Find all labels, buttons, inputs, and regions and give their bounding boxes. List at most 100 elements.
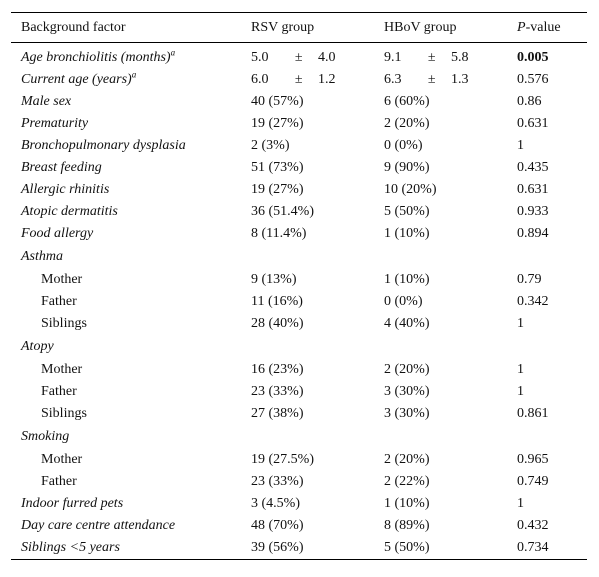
rsv-cell: 39 (56%) (251, 540, 304, 555)
rsv-cell: 16 (23%) (251, 362, 304, 377)
hbov-cell: 5 (50%) (384, 204, 430, 219)
hbov-mean: 6.3 (384, 72, 402, 87)
row-label: Siblings (41, 406, 87, 421)
plus-minus-sign: ± (427, 72, 436, 87)
rsv-cell: 11 (16%) (251, 294, 303, 309)
table-row: Siblings <5 years 39 (56%) 5 (50%) 0.734 (11, 537, 587, 560)
row-label: Breast feeding (21, 160, 102, 175)
hbov-cell: 8 (89%) (384, 518, 430, 533)
rsv-cell: 23 (33%) (251, 474, 304, 489)
section-label: Atopy (21, 339, 54, 354)
table-row: Mother 9 (13%) 1 (10%) 0.79 (11, 269, 587, 291)
hbov-cell: 5 (50%) (384, 540, 430, 555)
hbov-cell: 10 (20%) (384, 182, 437, 197)
table-row: Mother 16 (23%) 2 (20%) 1 (11, 359, 587, 381)
rsv-cell: 19 (27%) (251, 116, 304, 131)
section-row: Smoking (11, 425, 587, 449)
p-value-cell: 0.576 (517, 72, 549, 87)
table-row: Allergic rhinitis 19 (27%) 10 (20%) 0.63… (11, 179, 587, 201)
hbov-cell: 9 (90%) (384, 160, 430, 175)
p-value-cell: 0.631 (517, 116, 549, 131)
hbov-cell: 0 (0%) (384, 138, 423, 153)
section-label: Asthma (21, 249, 63, 264)
rsv-cell: 23 (33%) (251, 384, 304, 399)
rsv-cell: 40 (57%) (251, 94, 304, 109)
row-label: Allergic rhinitis (21, 182, 110, 197)
p-value-cell: 0.432 (517, 518, 549, 533)
p-value-cell: 0.79 (517, 272, 542, 287)
hbov-cell: 0 (0%) (384, 294, 423, 309)
p-value-cell: 0.749 (517, 474, 549, 489)
p-value-cell: 0.631 (517, 182, 549, 197)
row-label: Day care centre attendance (21, 518, 176, 533)
row-label-text: Age bronchiolitis (months) (21, 50, 171, 65)
row-label: Father (41, 474, 77, 489)
table-header: Background factor RSV group HBoV group P… (11, 12, 587, 43)
table-row: Indoor furred pets 3 (4.5%) 1 (10%) 1 (11, 493, 587, 515)
header-hbov-group: HBoV group (384, 19, 457, 35)
rsv-cell: 27 (38%) (251, 406, 304, 421)
table-row: Siblings 27 (38%) 3 (30%) 0.861 (11, 403, 587, 425)
hbov-cell: 3 (30%) (384, 406, 430, 421)
table-row: Siblings 28 (40%) 4 (40%) 1 (11, 313, 587, 335)
row-label: Father (41, 294, 77, 309)
hbov-cell: 9.1 ±5.8 (374, 43, 507, 70)
p-value-cell: 0.933 (517, 204, 549, 219)
hbov-cell: 2 (20%) (384, 362, 430, 377)
p-value-cell: 1 (517, 138, 524, 153)
row-label: Siblings (41, 316, 87, 331)
plus-minus-sign: ± (427, 50, 436, 65)
row-label: Male sex (21, 94, 72, 109)
table-row: Mother 19 (27.5%) 2 (20%) 0.965 (11, 449, 587, 471)
hbov-cell: 3 (30%) (384, 384, 430, 399)
section-label: Smoking (21, 429, 70, 444)
table-row: Bronchopulmonary dysplasia 2 (3%) 0 (0%)… (11, 135, 587, 157)
row-label: Age bronchiolitis (months)a (11, 43, 241, 70)
table-body: Age bronchiolitis (months)a 5.0 ±4.0 9.1 ±… (11, 43, 587, 560)
table-row: Breast feeding 51 (73%) 9 (90%) 0.435 (11, 157, 587, 179)
table-row: Father 23 (33%) 2 (22%) 0.749 (11, 471, 587, 493)
rsv-cell: 48 (70%) (251, 518, 304, 533)
table-row: Atopic dermatitis 36 (51.4%) 5 (50%) 0.9… (11, 201, 587, 223)
hbov-cell: 1 (10%) (384, 272, 430, 287)
hbov-cell: 2 (22%) (384, 474, 430, 489)
plus-minus-sign: ± (294, 72, 303, 87)
row-label: Bronchopulmonary dysplasia (21, 138, 186, 153)
rsv-cell: 9 (13%) (251, 272, 297, 287)
p-value-cell: 0.965 (517, 452, 549, 467)
plus-minus-sign: ± (294, 50, 303, 65)
p-value-cell: 0.435 (517, 160, 549, 175)
row-label: Siblings <5 years (21, 540, 120, 555)
row-label: Indoor furred pets (21, 496, 124, 511)
hbov-sd: 5.8 (451, 50, 469, 65)
hbov-cell: 2 (20%) (384, 116, 430, 131)
p-value-cell: 0.861 (517, 406, 549, 421)
table-row: Food allergy 8 (11.4%) 1 (10%) 0.894 (11, 223, 587, 245)
rsv-cell: 6.0 ±1.2 (241, 69, 374, 91)
p-value-cell: 1 (517, 362, 524, 377)
table-container: Background factor RSV group HBoV group P… (11, 12, 587, 560)
row-label-text: Current age (years) (21, 72, 132, 87)
p-value-cell: 1 (517, 496, 524, 511)
section-row: Asthma (11, 245, 587, 269)
p-value-cell: 0.734 (517, 540, 549, 555)
background-factors-table: Background factor RSV group HBoV group P… (11, 12, 587, 560)
hbov-sd: 1.3 (451, 72, 469, 87)
header-p-letter: P (517, 19, 526, 35)
hbov-cell: 4 (40%) (384, 316, 430, 331)
row-label: Food allergy (21, 226, 94, 241)
table-row: Age bronchiolitis (months)a 5.0 ±4.0 9.1 ±… (11, 43, 587, 70)
rsv-sd: 1.2 (318, 72, 336, 87)
table-row: Current age (years)a 6.0 ±1.2 6.3 ±1.3 0.5… (11, 69, 587, 91)
rsv-cell: 28 (40%) (251, 316, 304, 331)
rsv-cell: 2 (3%) (251, 138, 290, 153)
row-label: Mother (41, 272, 83, 287)
p-value-cell: 1 (517, 384, 524, 399)
row-label: Atopic dermatitis (21, 204, 118, 219)
row-label: Prematurity (21, 116, 89, 131)
rsv-cell: 5.0 ±4.0 (241, 43, 374, 70)
footnote-marker: a (170, 47, 176, 58)
p-value-cell: 0.86 (517, 94, 542, 109)
rsv-cell: 19 (27.5%) (251, 452, 314, 467)
table-row: Prematurity 19 (27%) 2 (20%) 0.631 (11, 113, 587, 135)
